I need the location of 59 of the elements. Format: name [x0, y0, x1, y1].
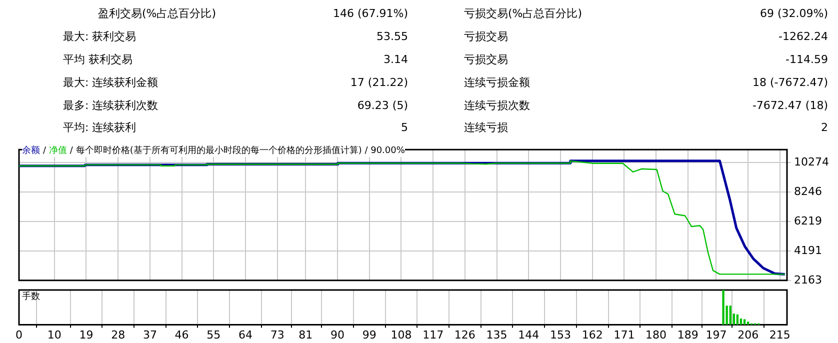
- text: 18 (-7672.47): [752, 76, 828, 90]
- y-tick-label: 6219: [794, 214, 822, 228]
- x-tick-label: 64: [238, 328, 253, 342]
- text: 最大: 连续获利金额: [63, 76, 158, 90]
- text: 69 (32.09%): [760, 7, 828, 21]
- series-label: 净值: [49, 146, 68, 156]
- x-tick-label: 19: [79, 328, 94, 342]
- x-tick-label: 162: [582, 328, 603, 342]
- x-tick-label: 144: [518, 328, 540, 342]
- text: 2: [821, 121, 828, 135]
- annotation: /: [43, 146, 46, 156]
- x-tick-label: 117: [422, 328, 444, 342]
- x-tick-label: 126: [454, 328, 476, 342]
- y-tick-label: 2163: [794, 273, 822, 286]
- text: 最大: 获利交易: [63, 30, 136, 44]
- x-tick-label: 37: [142, 328, 157, 342]
- text: 连续亏损金额: [464, 76, 530, 90]
- text: 连续亏损次数: [464, 99, 530, 113]
- x-tick-label: 99: [362, 328, 376, 342]
- y-tick-label: 8246: [794, 185, 822, 198]
- series-label: 余额: [22, 146, 40, 156]
- text: -1262.24: [778, 30, 828, 44]
- y-tick-label: 10274: [794, 156, 829, 169]
- x-tick-label: 73: [270, 328, 284, 342]
- x-tick-label: 215: [769, 328, 790, 342]
- text: 亏损交易(%占总百分比): [464, 7, 582, 21]
- text: -114.59: [786, 53, 828, 67]
- text: 平均: 连续获利: [63, 121, 136, 135]
- x-tick-label: 180: [646, 328, 667, 342]
- chart-title: 手数: [22, 292, 40, 303]
- text: 盈利交易(%占总百分比): [98, 7, 216, 21]
- text: 亏损交易: [464, 30, 508, 44]
- x-tick-label: 90: [330, 328, 345, 342]
- y-tick-label: 4191: [794, 244, 822, 257]
- text: 53.55: [376, 30, 408, 44]
- text: 17 (21.22): [350, 76, 408, 90]
- text: 146 (67.91%): [332, 7, 408, 21]
- x-tick-label: 206: [738, 328, 759, 342]
- text: 平均 获利交易: [63, 53, 132, 67]
- x-tick-label: 197: [706, 328, 727, 342]
- x-tick-label: 10: [47, 328, 62, 342]
- text: -7672.47 (18): [752, 99, 828, 113]
- x-tick-label: 171: [614, 328, 635, 342]
- text: 5: [401, 121, 408, 135]
- x-tick-label: 108: [390, 328, 412, 342]
- text: 亏损交易: [464, 53, 508, 67]
- text: 最多: 连续获利次数: [63, 99, 158, 113]
- x-tick-label: 153: [550, 328, 571, 342]
- text: 69.23 (5): [357, 99, 408, 113]
- x-tick-label: 81: [298, 328, 313, 342]
- text: 连续亏损: [464, 121, 508, 135]
- x-tick-label: 189: [677, 328, 698, 342]
- chart-title: / 每个即时价格(基于所有可利用的最小时段的每一个价格的分形插值计算) / 90.00%: [70, 146, 405, 156]
- text: 3.14: [384, 53, 408, 67]
- x-tick-label: 46: [174, 328, 189, 342]
- x-tick-label: 28: [111, 328, 126, 342]
- x-tick-label: 135: [486, 328, 508, 342]
- x-tick-label: 55: [206, 328, 221, 342]
- x-tick-label: 0: [16, 328, 22, 342]
